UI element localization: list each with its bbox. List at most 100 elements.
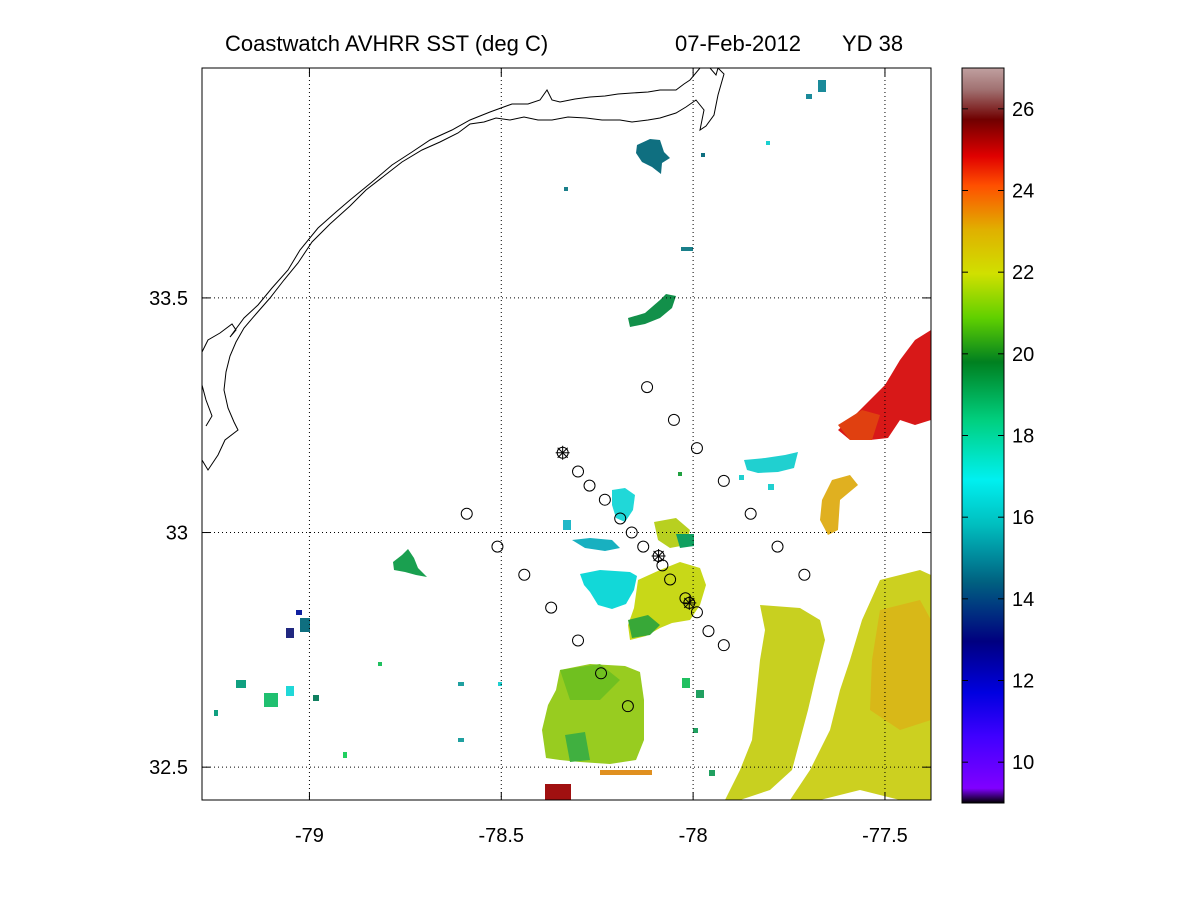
x-tick-label: -78.5 — [478, 825, 524, 847]
sst-patch-small — [564, 187, 568, 191]
sst-patch-green — [676, 534, 694, 548]
coastline — [202, 68, 725, 471]
colorbar-tick-label: 10 — [1012, 752, 1034, 774]
station-circle — [637, 540, 650, 553]
title-date: 07-Feb-2012 — [675, 31, 801, 56]
sst-patch-small — [696, 690, 704, 698]
sst-patch-small — [818, 80, 826, 92]
axis-ticks: -79 -78.5 -78 -77.5 33.5 33 32.5 — [149, 68, 931, 847]
sst-patch-small — [806, 94, 812, 99]
sst-patch-small — [378, 662, 382, 666]
station-circle — [679, 592, 692, 605]
sst-patch-goldenrod — [870, 600, 931, 730]
station-circle — [690, 606, 703, 619]
sst-patch-small — [682, 678, 690, 688]
y-tick-label: 33.5 — [149, 288, 188, 310]
sst-patch-green-west — [393, 549, 427, 577]
station-circle — [598, 493, 611, 506]
station-circle — [744, 507, 757, 520]
sst-patch-small — [286, 628, 294, 638]
station-circle — [690, 442, 703, 455]
sst-patch-small — [286, 686, 294, 696]
station-star — [651, 549, 666, 563]
sst-patch-orange — [600, 770, 652, 775]
sst-patch-small — [709, 770, 715, 776]
colorbar-tick-label: 14 — [1012, 589, 1034, 611]
colorbar-tick-label: 12 — [1012, 671, 1034, 693]
colorbar-gradient — [962, 68, 1004, 803]
colorbar-tick-label: 16 — [1012, 507, 1034, 529]
station-circle — [664, 573, 677, 586]
station-circle — [702, 625, 715, 638]
sst-patch-green-streak — [628, 294, 676, 327]
map-grid — [202, 68, 931, 800]
x-tick-label: -79 — [295, 825, 324, 847]
station-circle — [614, 512, 627, 525]
colorbar-tick-label: 24 — [1012, 181, 1034, 203]
sst-patch-small — [264, 693, 278, 707]
colorbar-tick-label: 26 — [1012, 99, 1034, 121]
sst-patch-cyan-east — [744, 452, 798, 473]
sst-patch-small — [678, 472, 682, 476]
sst-patch-orange-red — [838, 410, 880, 440]
sst-patch-small — [300, 618, 310, 632]
station-circle — [771, 540, 784, 553]
station-circle — [595, 667, 608, 680]
title-yearday: YD 38 — [842, 31, 903, 56]
station-circle — [583, 479, 596, 492]
sst-patch-small — [498, 682, 502, 686]
station-circle — [572, 465, 585, 478]
plot-frame — [201, 67, 932, 801]
sst-patch-small — [343, 752, 347, 758]
sst-patch-small — [296, 610, 302, 615]
station-markers — [460, 381, 811, 713]
station-circle — [625, 526, 638, 539]
station-circle — [572, 634, 585, 647]
sst-patch-small — [236, 680, 246, 688]
sst-patch-small — [768, 484, 774, 490]
sst-patch-small — [766, 141, 770, 145]
station-circle — [621, 700, 634, 713]
colorbar-tick-label: 18 — [1012, 426, 1034, 448]
sst-patch-small — [458, 738, 464, 742]
sst-patch-green — [628, 615, 660, 638]
station-circle — [667, 413, 680, 426]
sst-patch-small — [458, 682, 464, 686]
station-circle — [717, 639, 730, 652]
sst-patch-orange — [820, 475, 858, 535]
sst-patch-yellow-east — [725, 605, 825, 800]
sst-patch-teal-north — [636, 139, 670, 174]
station-circle — [641, 381, 654, 394]
station-circle — [518, 568, 531, 581]
sst-patch-small — [701, 153, 705, 157]
sst-patch-darkred — [545, 784, 571, 800]
colorbar-tick-label: 22 — [1012, 262, 1034, 284]
sst-patch-cyan-center — [580, 570, 637, 609]
station-circle — [491, 540, 504, 553]
colorbar-tick-label: 20 — [1012, 344, 1034, 366]
station-circle — [798, 568, 811, 581]
sst-patch-green — [565, 732, 590, 762]
x-tick-label: -78 — [679, 825, 708, 847]
sst-patch-small — [563, 520, 571, 530]
sst-patch-small — [739, 475, 744, 480]
sst-patch-cyan — [572, 538, 620, 551]
sst-patch-small — [313, 695, 319, 701]
station-star — [682, 595, 697, 610]
station-circle — [717, 474, 730, 487]
station-circle — [545, 601, 558, 614]
sst-patch-small — [214, 710, 218, 716]
colorbar-ticks: 26 24 22 20 18 16 14 12 10 — [962, 99, 1034, 774]
title-product: Coastwatch AVHRR SST (deg C) — [225, 31, 548, 56]
sst-patch-small — [693, 728, 698, 733]
map-plot-area: -79 -78.5 -78 -77.5 33.5 33 32.5 — [149, 67, 932, 847]
sst-patch-green — [560, 664, 620, 700]
sst-patch-small — [681, 247, 693, 251]
y-tick-label: 33 — [166, 523, 188, 545]
station-star — [555, 445, 570, 460]
y-tick-label: 32.5 — [149, 757, 188, 779]
colorbar: 26 24 22 20 18 16 14 12 10 — [961, 67, 1034, 804]
station-circle — [460, 507, 473, 520]
x-tick-label: -77.5 — [862, 825, 908, 847]
